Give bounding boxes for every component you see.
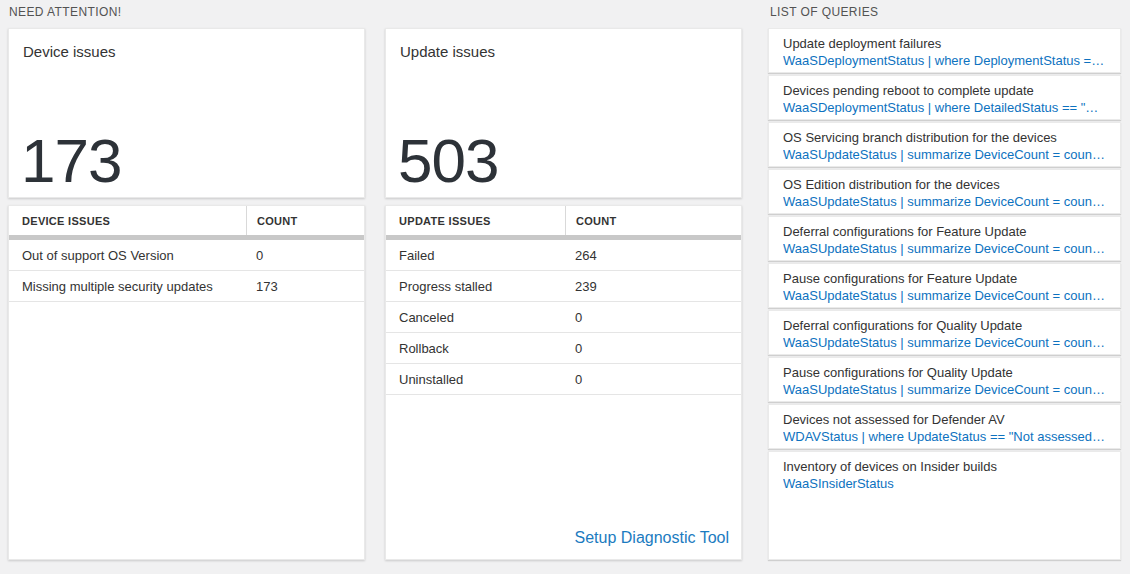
table-row-failed[interactable]: Failed 264 [386,240,741,271]
query-title: OS Servicing branch distribution for the… [783,129,1107,146]
query-title: Inventory of devices on Insider builds [783,458,1107,475]
query-text: WaaSUpdateStatus | summarize DeviceCount… [783,381,1107,398]
query-item-pause-quality-update[interactable]: Pause configurations for Quality Update … [768,357,1121,402]
query-item-update-deployment-failures[interactable]: Update deployment failures WaaSDeploymen… [768,28,1121,73]
query-title: OS Edition distribution for the devices [783,176,1107,193]
table-row-canceled[interactable]: Canceled 0 [386,302,741,333]
row-count: 0 [565,341,741,356]
device-issues-column: Device issues 173 DEVICE ISSUES COUNT Ou… [8,28,365,560]
update-issues-title: Update issues [400,43,495,60]
row-label: Canceled [386,310,565,325]
query-text: WaaSUpdateStatus | summarize DeviceCount… [783,334,1107,351]
row-label: Uninstalled [386,372,565,387]
update-issues-table-header: UPDATE ISSUES COUNT [386,206,741,235]
query-title: Update deployment failures [783,35,1107,52]
setup-diagnostic-tool-link[interactable]: Setup Diagnostic Tool [575,529,729,547]
query-item-devices-pending-reboot[interactable]: Devices pending reboot to complete updat… [768,75,1121,120]
query-text: WaaSUpdateStatus | summarize DeviceCount… [783,240,1107,257]
update-issues-table: UPDATE ISSUES COUNT Failed 264 Progress … [385,205,742,560]
device-issues-tile[interactable]: Device issues 173 [8,28,365,198]
list-of-queries-heading: LIST OF QUERIES [770,5,878,19]
query-item-os-servicing-branch[interactable]: OS Servicing branch distribution for the… [768,122,1121,167]
row-count: 173 [246,279,364,294]
row-label: Out of support OS Version [9,248,246,263]
query-title: Pause configurations for Feature Update [783,270,1107,287]
update-compliance-dashboard: NEED ATTENTION! LIST OF QUERIES Device i… [0,0,1130,574]
query-text: WaaSDeploymentStatus | where DeploymentS… [783,52,1107,69]
query-title: Devices not assessed for Defender AV [783,411,1107,428]
row-count: 264 [565,248,741,263]
query-text: WDAVStatus | where UpdateStatus == "Not … [783,428,1107,445]
query-item-defender-av-not-assessed[interactable]: Devices not assessed for Defender AV WDA… [768,404,1121,449]
device-issues-count-header: COUNT [246,206,364,235]
device-issues-table: DEVICE ISSUES COUNT Out of support OS Ve… [8,205,365,560]
row-count: 0 [246,248,364,263]
update-issues-tile[interactable]: Update issues 503 [385,28,742,198]
query-text: WaaSInsiderStatus [783,475,1107,492]
row-count: 0 [565,372,741,387]
query-item-insider-builds-inventory[interactable]: Inventory of devices on Insider builds W… [768,451,1121,560]
row-count: 0 [565,310,741,325]
update-issues-count-header: COUNT [565,206,741,235]
update-issues-column: Update issues 503 UPDATE ISSUES COUNT Fa… [385,28,742,560]
query-title: Pause configurations for Quality Update [783,364,1107,381]
query-text: WaaSUpdateStatus | summarize DeviceCount… [783,146,1107,163]
query-item-pause-feature-update[interactable]: Pause configurations for Feature Update … [768,263,1121,308]
query-item-os-edition-distribution[interactable]: OS Edition distribution for the devices … [768,169,1121,214]
table-row-uninstalled[interactable]: Uninstalled 0 [386,364,741,395]
table-row-progress-stalled[interactable]: Progress stalled 239 [386,271,741,302]
row-label: Progress stalled [386,279,565,294]
query-text: WaaSUpdateStatus | summarize DeviceCount… [783,193,1107,210]
device-issues-table-header: DEVICE ISSUES COUNT [9,206,364,235]
device-issues-title: Device issues [23,43,116,60]
table-row-out-of-support[interactable]: Out of support OS Version 0 [9,240,364,271]
query-item-deferral-quality-update[interactable]: Deferral configurations for Quality Upda… [768,310,1121,355]
need-attention-heading: NEED ATTENTION! [9,5,121,19]
row-label: Missing multiple security updates [9,279,246,294]
table-row-rollback[interactable]: Rollback 0 [386,333,741,364]
query-list: Update deployment failures WaaSDeploymen… [768,28,1121,560]
update-issues-big-number: 503 [398,130,498,192]
row-label: Rollback [386,341,565,356]
device-issues-big-number: 173 [21,130,121,192]
query-title: Deferral configurations for Quality Upda… [783,317,1107,334]
query-item-deferral-feature-update[interactable]: Deferral configurations for Feature Upda… [768,216,1121,261]
table-row-missing-updates[interactable]: Missing multiple security updates 173 [9,271,364,302]
row-label: Failed [386,248,565,263]
device-issues-column-header: DEVICE ISSUES [9,206,246,235]
query-text: WaaSDeploymentStatus | where DetailedSta… [783,99,1107,116]
query-title: Devices pending reboot to complete updat… [783,82,1107,99]
update-issues-column-header: UPDATE ISSUES [386,206,565,235]
query-title: Deferral configurations for Feature Upda… [783,223,1107,240]
query-text: WaaSUpdateStatus | summarize DeviceCount… [783,287,1107,304]
row-count: 239 [565,279,741,294]
